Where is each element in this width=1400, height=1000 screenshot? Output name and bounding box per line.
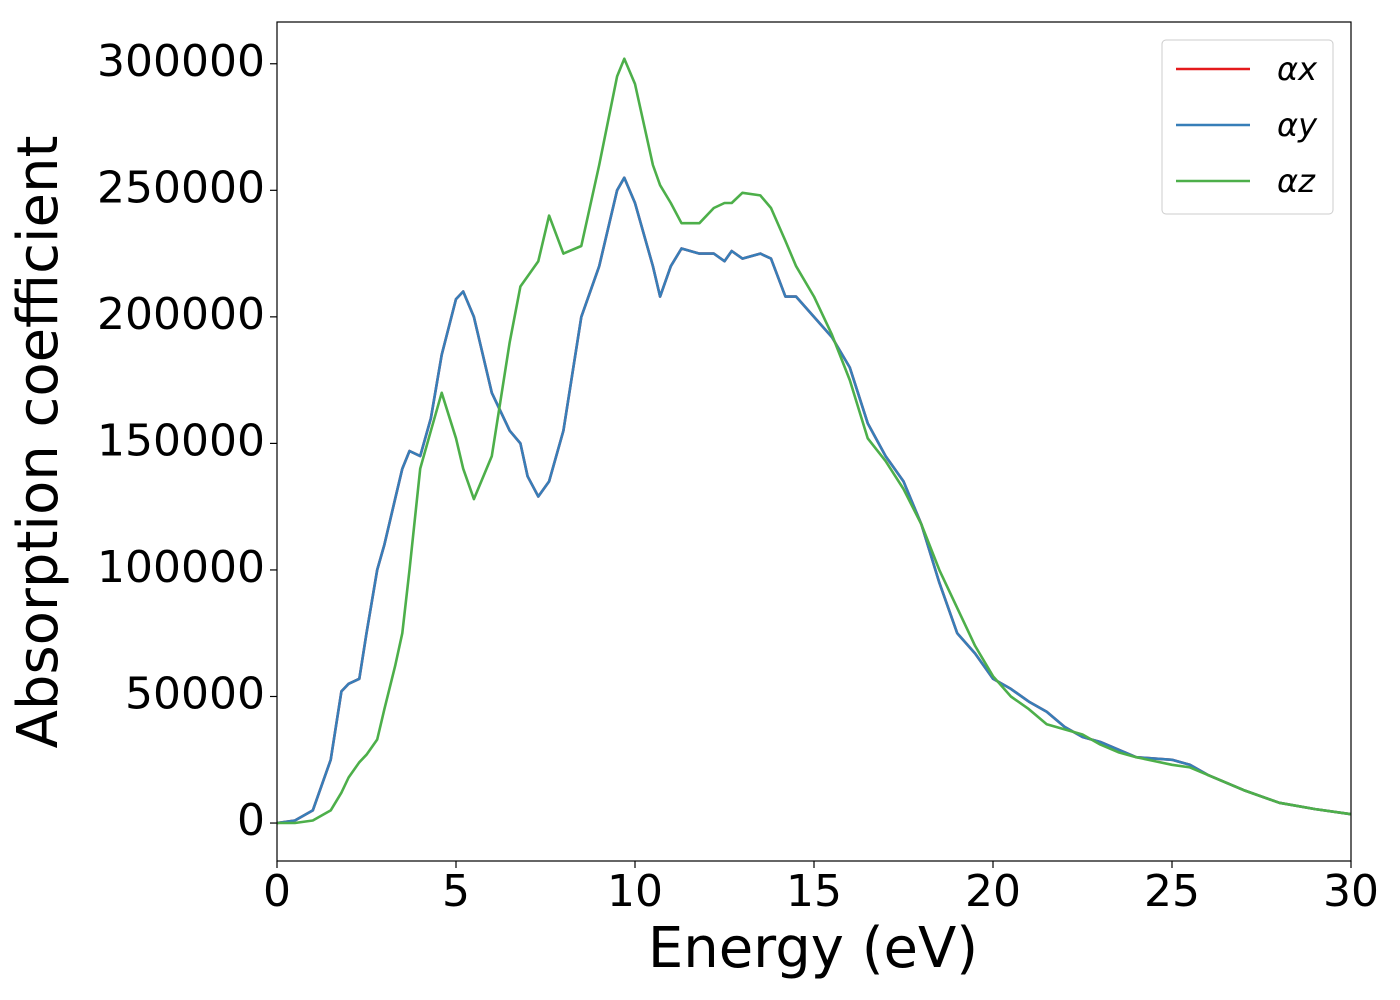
series-line	[276, 176, 1352, 825]
x-tick-label: 15	[786, 866, 842, 917]
legend-label: αz	[1277, 162, 1316, 200]
plot-frame	[276, 21, 1352, 862]
legend-label: αx	[1277, 50, 1318, 88]
x-axis-label: Energy (eV)	[648, 916, 978, 981]
series-line	[276, 176, 1352, 825]
y-axis-label: Absorption coefficient	[6, 136, 71, 749]
y-tick-label: 50000	[125, 668, 265, 719]
x-tick-label: 10	[607, 866, 663, 917]
legend-box	[1161, 39, 1334, 215]
y-tick-label: 250000	[97, 162, 265, 213]
legend-label: αy	[1277, 106, 1318, 144]
x-tick-label: 20	[965, 866, 1021, 917]
y-tick-label: 0	[237, 795, 265, 846]
x-tick-label: 25	[1144, 866, 1200, 917]
series-line	[277, 57, 1352, 825]
y-tick-label: 100000	[97, 542, 265, 593]
y-tick-label: 150000	[97, 415, 265, 466]
x-tick-label: 5	[442, 866, 470, 917]
x-tick-label: 30	[1323, 866, 1379, 917]
x-tick-label: 0	[263, 866, 291, 917]
y-tick-label: 200000	[97, 289, 265, 340]
y-tick-label: 300000	[97, 36, 265, 87]
